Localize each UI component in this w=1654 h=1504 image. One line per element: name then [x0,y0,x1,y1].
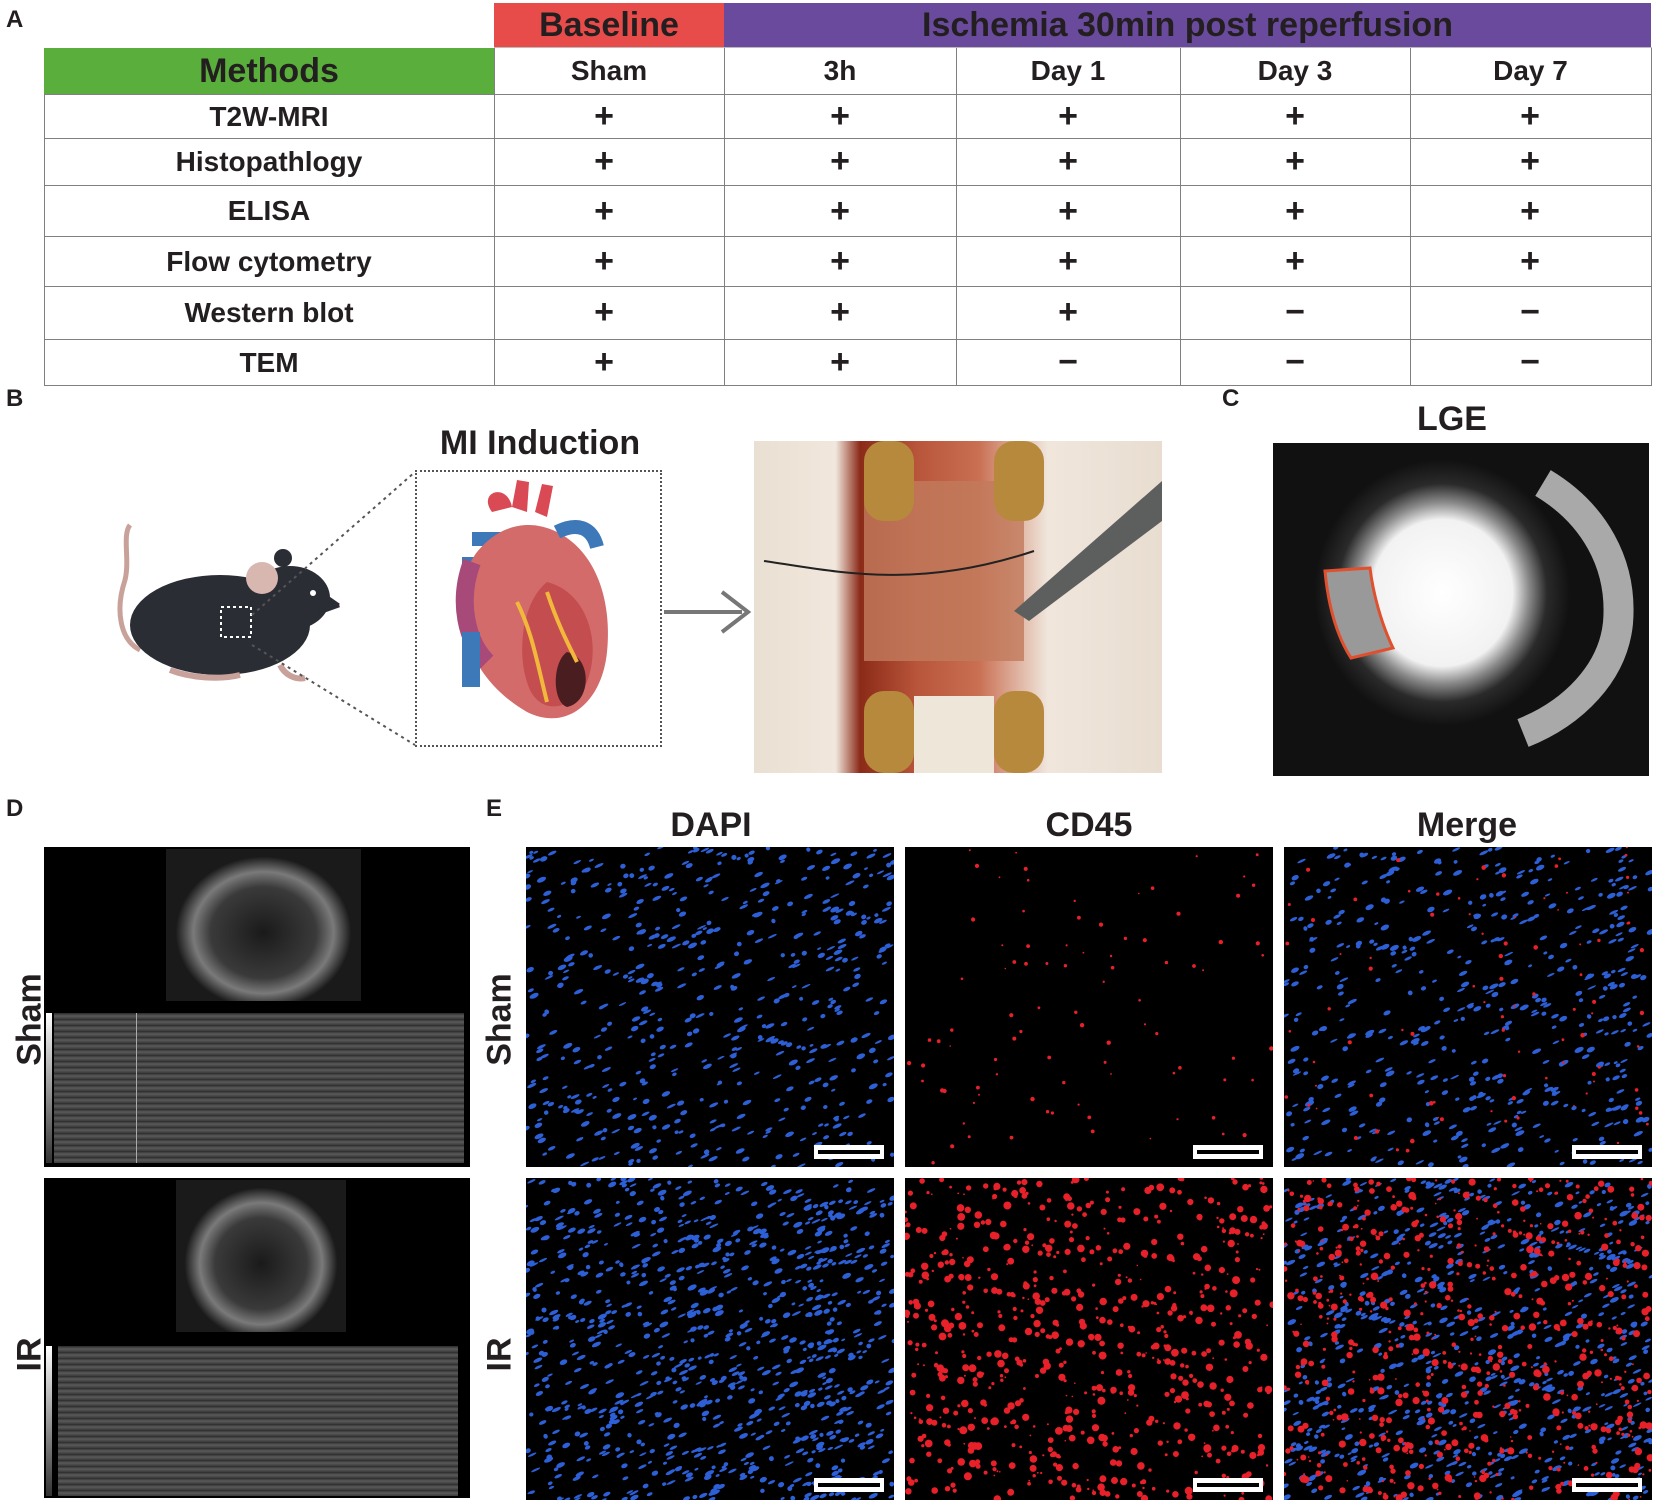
scale-bar [814,1145,884,1159]
table-cell-mark: − [1058,342,1078,381]
echo-image-ir [44,1178,470,1498]
table-cell-mark: + [1520,191,1540,230]
baseline-header: Baseline [494,3,724,47]
table-cell-mark: + [594,241,614,280]
methods-header: Methods [44,48,494,94]
method-row-label: ELISA [227,195,311,226]
method-row-label: Western blot [184,297,354,328]
row-label-sham: Sham [480,973,519,1066]
scale-bar [1193,1145,1263,1159]
table-cell-mark: − [1285,292,1305,331]
table-cell-mark: + [830,96,850,135]
panel-label-b: B [6,385,24,412]
table-cell-mark: + [1058,191,1078,230]
micrograph-dapi-sham [526,847,894,1167]
zoom-lines [251,471,416,746]
micrograph-cd45-sham [905,847,1273,1167]
scale-bar [1572,1478,1642,1492]
micrograph-merge-ir [1284,1178,1652,1500]
lge-title: LGE [1417,400,1487,438]
table-cell-mark: + [830,292,850,331]
table-cell-mark: + [1520,241,1540,280]
table-cell-mark: + [594,96,614,135]
lge-image [1273,443,1649,776]
ischemia-header: Ischemia 30min post reperfusion [724,3,1651,47]
table-cell-mark: + [1285,241,1305,280]
table-cell-mark: + [594,342,614,381]
table-cell-mark: − [1520,342,1540,381]
column-header-day7: Day 7 [1493,55,1568,86]
table-cell-mark: + [1058,96,1078,135]
mi-induction-title: MI Induction [439,424,641,462]
scale-bar [814,1478,884,1492]
column-label-dapi: DAPI [670,806,752,844]
table-cell-mark: + [830,191,850,230]
table-cell-mark: + [1285,141,1305,180]
panel-label-e: E [486,795,503,822]
heart-icon [455,480,608,719]
method-row-label: Histopathlogy [175,146,363,177]
table-cell-mark: − [1520,292,1540,331]
column-label-cd45: CD45 [1045,806,1133,844]
column-header-sham: Sham [570,55,648,86]
method-row-label: T2W-MRI [209,100,329,132]
table-cell-mark: + [830,241,850,280]
table-cell-mark: + [1285,96,1305,135]
table-cell-mark: + [594,191,614,230]
column-header-3h: 3h [823,55,857,86]
table-cell-mark: + [594,292,614,331]
table-cell-mark: + [1285,191,1305,230]
table-cell-mark: + [594,141,614,180]
mouse-illustration [117,523,340,682]
panel-label-d: D [6,795,24,822]
scale-bar [1193,1478,1263,1492]
echo-image-sham [44,847,470,1167]
method-row-label: Flow cytometry [166,245,372,277]
scale-bar [1572,1145,1642,1159]
column-header-day3: Day 3 [1257,55,1333,86]
micrograph-cd45-ir [905,1178,1273,1500]
table-cell-mark: + [1058,292,1078,331]
method-row-label: TEM [239,346,299,378]
table-cell-mark: + [830,141,850,180]
table-cell-mark: + [1058,141,1078,180]
methods-table: Baseline Ischemia 30min post reperfusion… [0,0,1654,400]
arrow-right-icon [664,590,752,634]
panel-label-a: A [6,6,24,33]
micrograph-merge-sham [1284,847,1652,1167]
micrograph-dapi-ir [526,1178,894,1500]
table-cell-mark: + [1520,96,1540,135]
heart-box [415,470,662,747]
column-label-merge: Merge [1416,806,1518,844]
table-cell-mark: + [830,342,850,381]
table-cell-mark: − [1285,342,1305,381]
table-cell-mark: + [1058,241,1078,280]
row-label-ir: IR [480,1337,519,1372]
panel-label-c: C [1222,385,1240,412]
surgery-photo [754,441,1162,773]
column-header-day1: Day 1 [1030,55,1106,86]
table-cell-mark: + [1520,141,1540,180]
